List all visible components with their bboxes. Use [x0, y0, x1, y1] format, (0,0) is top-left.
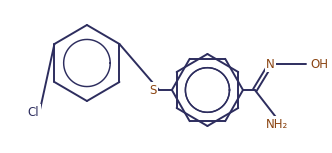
- Text: OH: OH: [310, 58, 328, 71]
- Text: S: S: [149, 84, 157, 97]
- Text: Cl: Cl: [28, 106, 40, 119]
- Text: NH₂: NH₂: [266, 118, 288, 131]
- Text: N: N: [266, 58, 275, 71]
